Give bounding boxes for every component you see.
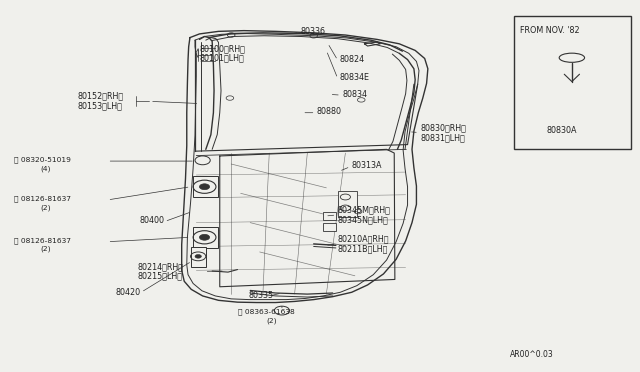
FancyBboxPatch shape (323, 212, 336, 220)
FancyBboxPatch shape (193, 227, 218, 247)
Text: 80880: 80880 (317, 108, 342, 116)
Text: (4): (4) (41, 165, 51, 171)
Text: 80830A: 80830A (547, 126, 577, 135)
Text: 80153〈LH〉: 80153〈LH〉 (77, 102, 122, 110)
Text: 80824: 80824 (339, 55, 364, 64)
Ellipse shape (559, 53, 584, 62)
Text: 80834: 80834 (342, 90, 367, 99)
Text: 80214〈RH〉: 80214〈RH〉 (138, 262, 184, 271)
Text: Ⓢ 08320-51019: Ⓢ 08320-51019 (14, 156, 71, 163)
FancyBboxPatch shape (513, 16, 631, 149)
FancyBboxPatch shape (191, 247, 207, 267)
Text: (2): (2) (41, 246, 51, 252)
Text: FROM NOV. '82: FROM NOV. '82 (520, 26, 579, 35)
Text: AR00^0.03: AR00^0.03 (510, 350, 554, 359)
Text: 80345M〈RH〉: 80345M〈RH〉 (338, 205, 390, 214)
Text: (2): (2) (266, 317, 276, 324)
Text: 80830〈RH〉: 80830〈RH〉 (420, 123, 466, 132)
Text: 80831〈LH〉: 80831〈LH〉 (420, 133, 465, 142)
Text: 80211B〈LH〉: 80211B〈LH〉 (338, 244, 388, 254)
Text: Ⓢ 08363-61638: Ⓢ 08363-61638 (237, 308, 294, 315)
Text: 80335: 80335 (249, 291, 274, 301)
Text: 80152〈RH〉: 80152〈RH〉 (77, 92, 124, 101)
Text: (2): (2) (41, 204, 51, 211)
FancyBboxPatch shape (338, 192, 356, 217)
Circle shape (200, 184, 210, 190)
Text: 80400: 80400 (139, 216, 164, 225)
Text: 80834E: 80834E (339, 73, 369, 83)
FancyBboxPatch shape (323, 223, 336, 231)
Circle shape (200, 234, 210, 240)
Text: 80345N〈LH〉: 80345N〈LH〉 (338, 215, 388, 224)
Text: Ⓑ 08126-81637: Ⓑ 08126-81637 (14, 196, 71, 202)
Circle shape (195, 254, 202, 258)
Text: 80101〈LH〉: 80101〈LH〉 (200, 53, 244, 62)
Text: 80420: 80420 (116, 288, 141, 297)
FancyBboxPatch shape (193, 176, 218, 197)
Text: 80100〈RH〉: 80100〈RH〉 (200, 44, 245, 53)
Text: 80215〈LH〉: 80215〈LH〉 (138, 272, 183, 280)
Text: Ⓑ 08126-81637: Ⓑ 08126-81637 (14, 237, 71, 244)
Text: 80336: 80336 (301, 27, 326, 36)
Text: 80313A: 80313A (352, 161, 382, 170)
Text: 80210A〈RH〉: 80210A〈RH〉 (338, 235, 389, 244)
